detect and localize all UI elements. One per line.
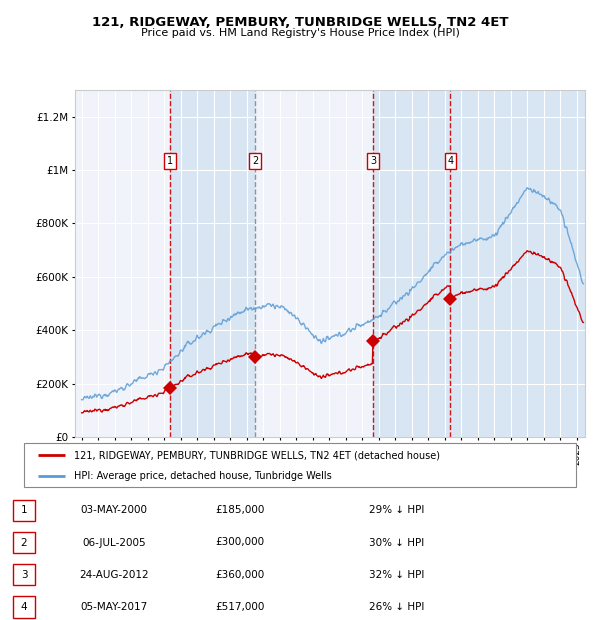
Text: 3: 3 — [370, 156, 376, 166]
Text: £185,000: £185,000 — [215, 505, 265, 515]
Bar — [451, 90, 585, 437]
Bar — [373, 90, 451, 437]
Bar — [170, 90, 255, 437]
FancyBboxPatch shape — [24, 443, 576, 487]
Text: 30% ↓ HPI: 30% ↓ HPI — [369, 538, 424, 547]
Text: 4: 4 — [447, 156, 454, 166]
Text: £360,000: £360,000 — [215, 570, 265, 580]
Text: 2: 2 — [252, 156, 258, 166]
Text: 4: 4 — [20, 602, 28, 612]
Text: 26% ↓ HPI: 26% ↓ HPI — [369, 602, 424, 612]
Text: £517,000: £517,000 — [215, 602, 265, 612]
Text: 121, RIDGEWAY, PEMBURY, TUNBRIDGE WELLS, TN2 4ET (detached house): 121, RIDGEWAY, PEMBURY, TUNBRIDGE WELLS,… — [74, 451, 440, 461]
Text: 1: 1 — [167, 156, 173, 166]
Text: 3: 3 — [20, 570, 28, 580]
Text: 32% ↓ HPI: 32% ↓ HPI — [369, 570, 424, 580]
Text: 24-AUG-2012: 24-AUG-2012 — [79, 570, 149, 580]
Text: 2: 2 — [20, 538, 28, 547]
Text: 29% ↓ HPI: 29% ↓ HPI — [369, 505, 424, 515]
Text: 1: 1 — [20, 505, 28, 515]
Text: 06-JUL-2005: 06-JUL-2005 — [82, 538, 146, 547]
Text: £300,000: £300,000 — [215, 538, 265, 547]
Text: HPI: Average price, detached house, Tunbridge Wells: HPI: Average price, detached house, Tunb… — [74, 471, 331, 481]
Text: 03-MAY-2000: 03-MAY-2000 — [80, 505, 148, 515]
Text: 121, RIDGEWAY, PEMBURY, TUNBRIDGE WELLS, TN2 4ET: 121, RIDGEWAY, PEMBURY, TUNBRIDGE WELLS,… — [92, 16, 508, 29]
Text: 05-MAY-2017: 05-MAY-2017 — [80, 602, 148, 612]
Text: Price paid vs. HM Land Registry's House Price Index (HPI): Price paid vs. HM Land Registry's House … — [140, 28, 460, 38]
